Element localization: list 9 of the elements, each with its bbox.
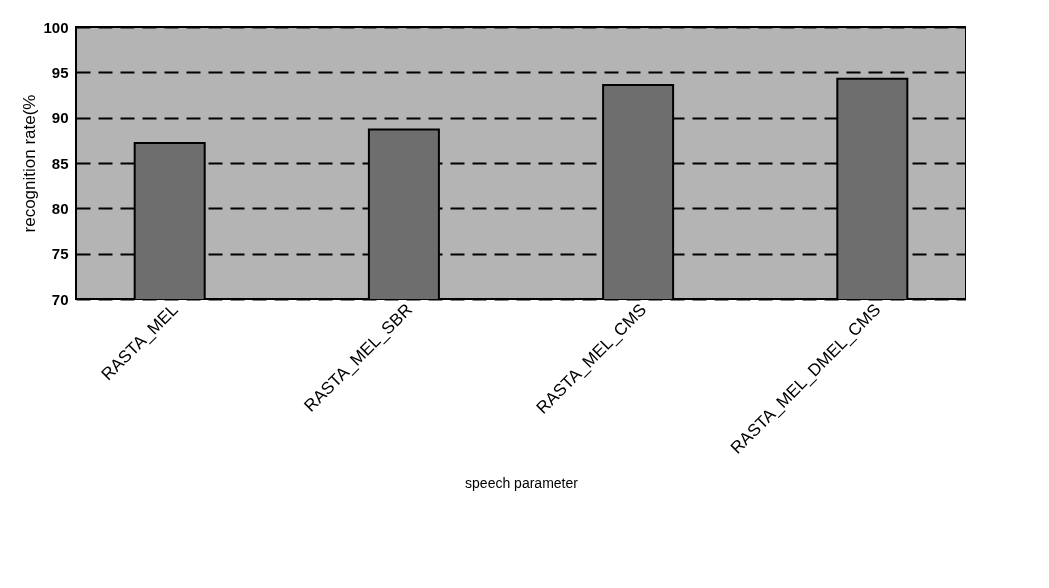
y-tick-label: 90	[51, 109, 69, 127]
y-tick-label: 95	[51, 63, 69, 81]
y-tick-label: 70	[51, 290, 69, 308]
x-axis-title: speech parameter	[465, 474, 579, 491]
y-tick-label: 75	[51, 245, 69, 263]
y-axis-title: recognition rate(%	[20, 94, 40, 233]
y-tick-label: 80	[51, 199, 69, 217]
y-tick-label: 85	[51, 154, 69, 172]
y-tick-label: 100	[43, 18, 69, 36]
